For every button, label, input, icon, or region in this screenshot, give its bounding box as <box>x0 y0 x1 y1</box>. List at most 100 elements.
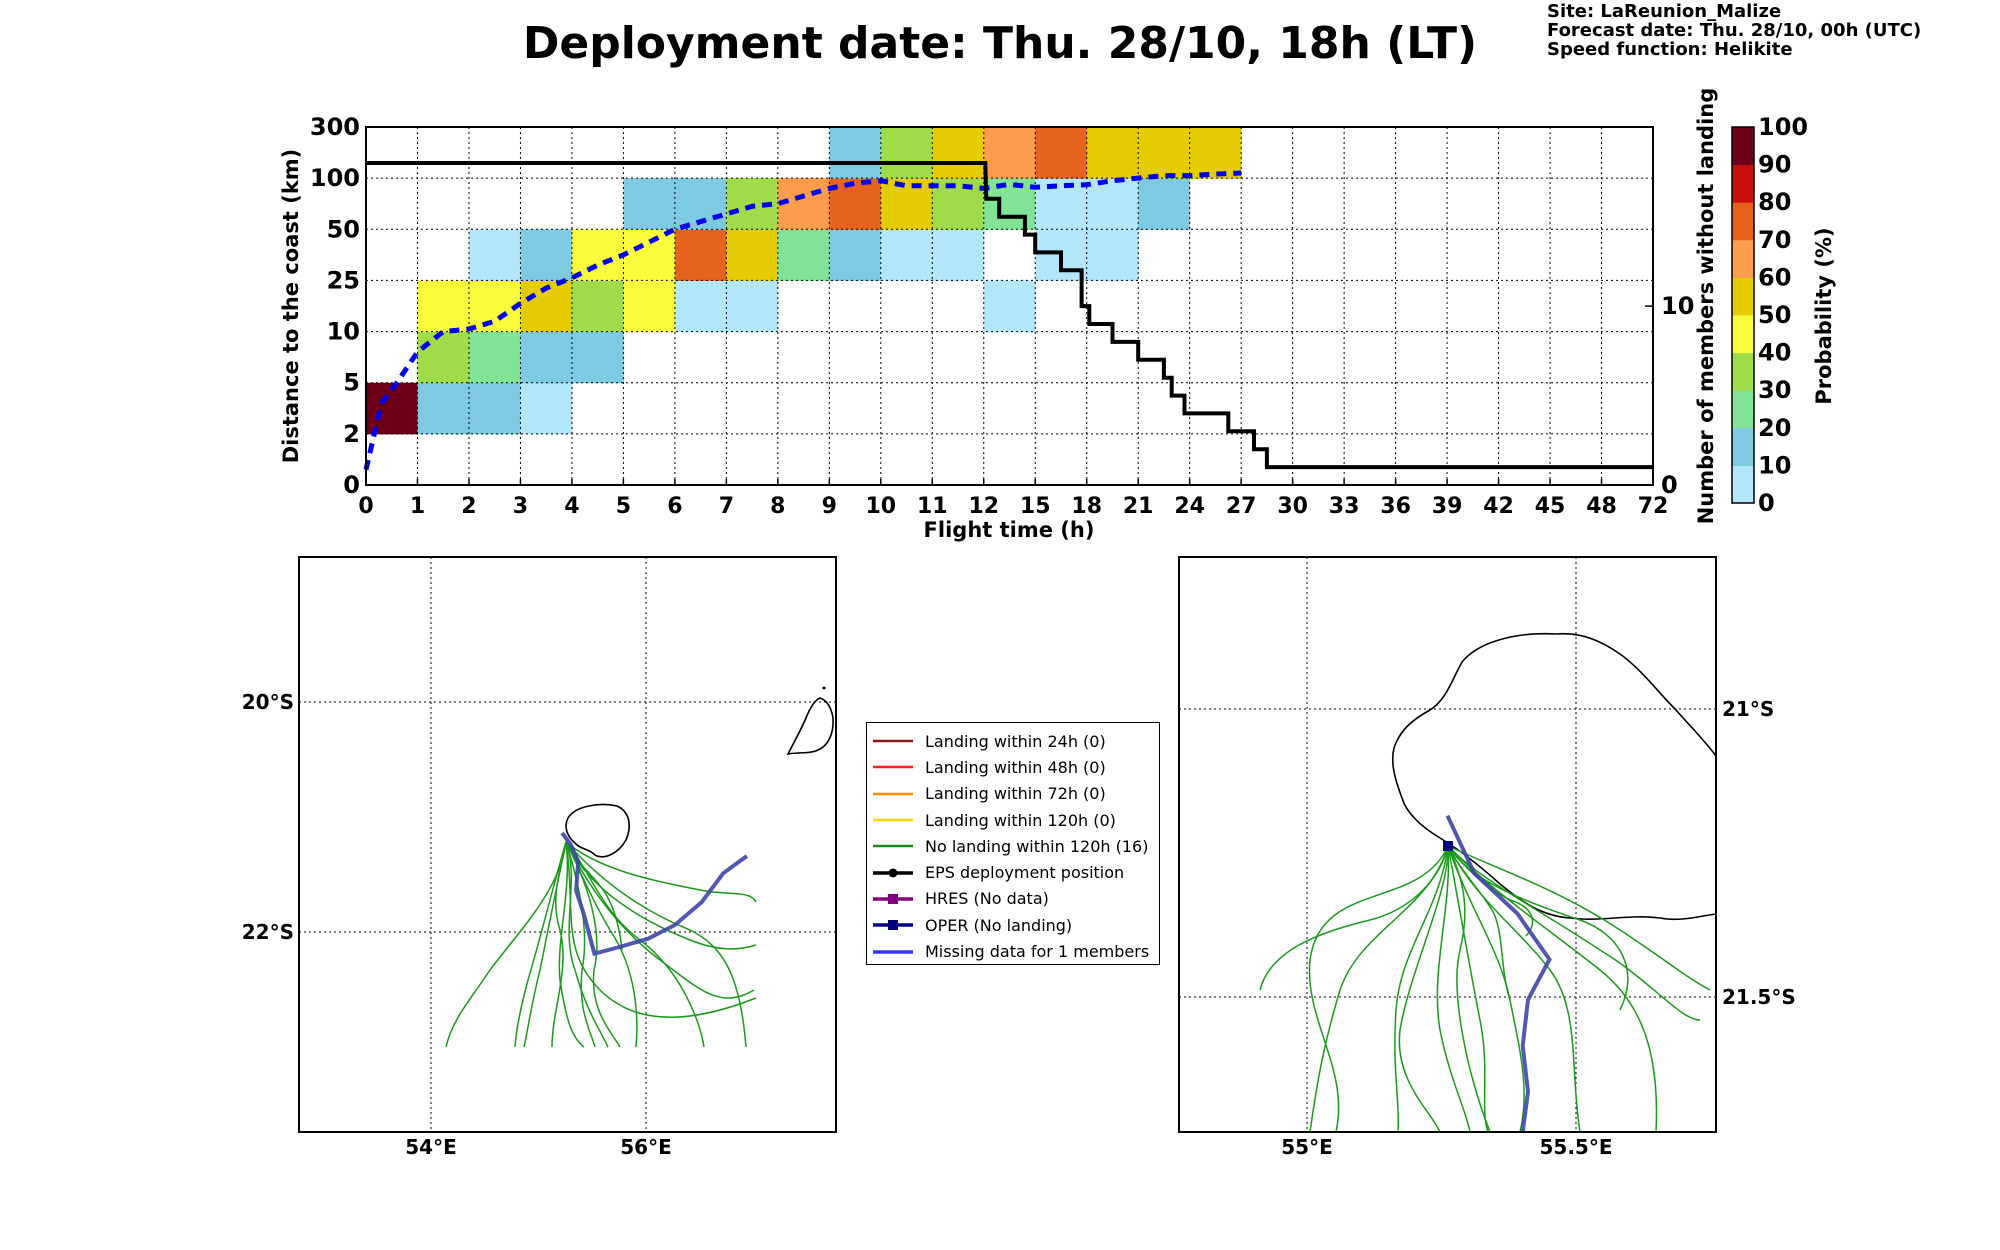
heatmap-cell <box>417 331 470 384</box>
heatmap-cell <box>366 382 418 435</box>
legend-label: Landing within 24h (0) <box>925 731 1106 751</box>
heatmap-cell <box>1138 178 1191 230</box>
ensemble-trajectory <box>514 841 567 1048</box>
ensemble-trajectory <box>1447 845 1511 1001</box>
heatmap-cell <box>1189 127 1242 179</box>
colorbar-tick-label: 60 <box>1758 263 1791 291</box>
heatmap-cell <box>674 280 727 333</box>
ensemble-trajectory <box>1447 845 1489 1132</box>
ensemble-trajectories <box>1259 845 1711 1132</box>
legend-swatch <box>873 766 913 769</box>
ensemble-trajectory <box>1447 845 1658 1132</box>
ensemble-trajectory <box>1447 845 1581 1132</box>
x-tick-label: 48 <box>1586 494 1617 519</box>
regional-trajectory-map: 54°E 56°E 20°S 22°S <box>242 556 837 1159</box>
legend-item: EPS deployment position <box>867 859 1159 885</box>
x-tick-label: 6 <box>667 494 682 519</box>
heatmap-cell <box>983 280 1036 333</box>
colorbar-segment <box>1732 352 1754 391</box>
lon-tick-label: 55.5°E <box>1539 1135 1612 1159</box>
y-tick-label: 2 <box>343 420 360 448</box>
colorbar-segment <box>1732 127 1754 166</box>
ensemble-trajectory <box>1394 845 1449 1132</box>
colorbar-tick-label: 80 <box>1758 188 1791 216</box>
heatmap-cell <box>1086 178 1139 230</box>
colorbar-segment <box>1732 239 1754 278</box>
forecast-date-label: Forecast date: Thu. 28/10, 00h (UTC) <box>1547 20 1922 41</box>
heatmap-cell <box>777 178 830 230</box>
local-trajectory-map: 55°E 55.5°E 21°S 21.5°S <box>1178 556 1796 1159</box>
colorbar-tick-label: 0 <box>1758 489 1775 517</box>
heatmap-cell <box>1086 229 1139 281</box>
trajectory-legend: Landing within 24h (0) Landing within 48h… <box>866 722 1160 965</box>
x-tick-label: 42 <box>1483 494 1514 519</box>
x-tick-label: 24 <box>1174 494 1205 519</box>
legend-label: Missing data for 1 members <box>925 942 1150 962</box>
colorbar-segment <box>1732 164 1754 203</box>
heatmap-cell <box>468 331 521 384</box>
x-tick-label: 7 <box>719 494 734 519</box>
y-tick-label: 0 <box>343 471 360 499</box>
y-tick-label: 100 <box>310 164 360 192</box>
heatmap-cell <box>777 229 830 281</box>
legend-swatch <box>873 818 913 822</box>
y2-axis-label: Number of members without landing <box>1694 88 1718 525</box>
heatmap-cell <box>520 382 573 435</box>
heatmap-cell <box>623 229 676 281</box>
ensemble-trajectory <box>1447 845 1491 1132</box>
y-tick-label: 300 <box>310 113 360 141</box>
map-gridlines <box>1179 557 1716 1132</box>
y-axis-label: Distance to the coast (km) <box>279 149 303 464</box>
legend-item: HRES (No data) <box>867 886 1159 912</box>
colorbar-segment <box>1732 315 1754 354</box>
members-without-landing-line <box>366 161 1653 470</box>
ensemble-trajectory <box>1309 845 1449 1132</box>
colorbar-tick-label: 90 <box>1758 151 1791 179</box>
heatmap-cell <box>520 331 573 384</box>
colorbar-frame <box>1731 126 1755 504</box>
colorbar-segment <box>1732 202 1754 241</box>
site-label: Site: LaReunion_Malize <box>1547 1 1782 22</box>
x-tick-label: 5 <box>616 494 631 519</box>
colorbar-tick-label: 40 <box>1758 339 1791 367</box>
ensemble-trajectory <box>1398 845 1449 1132</box>
legend-swatch <box>873 845 913 848</box>
lon-tick-label: 54°E <box>405 1135 457 1159</box>
ensemble-trajectories <box>445 841 757 1048</box>
x-tick-label: 4 <box>564 494 579 519</box>
y-tick-label: 5 <box>343 369 360 397</box>
ensemble-trajectory <box>565 841 747 1048</box>
heatmap-cell <box>932 229 985 281</box>
colorbar-tick-label: 70 <box>1758 226 1791 254</box>
legend-swatch <box>873 792 913 795</box>
heatmap-cell <box>571 280 624 333</box>
heatmap-cell <box>829 178 882 230</box>
heatmap-cell <box>417 382 470 435</box>
legend-swatch <box>873 739 913 743</box>
x-tick-label: 15 <box>1020 494 1051 519</box>
colorbar-tick-label: 10 <box>1758 451 1791 479</box>
x-tick-label: 33 <box>1329 494 1360 519</box>
heatmap-cell <box>468 229 521 281</box>
heatmap-cell <box>880 229 933 281</box>
legend-item: Missing data for 1 members <box>867 938 1159 964</box>
reunion-coastline <box>1391 632 1716 921</box>
colorbar-segment <box>1732 277 1754 316</box>
heatmap-cell <box>674 229 727 281</box>
legend-label: Landing within 48h (0) <box>925 757 1106 777</box>
x-tick-label: 72 <box>1638 494 1669 519</box>
x-tick-label: 21 <box>1123 494 1154 519</box>
y2-tick-labels: 0 10 <box>1645 292 1694 499</box>
y2-tick-label: 0 <box>1661 471 1678 499</box>
legend-swatch <box>873 868 913 878</box>
legend-label: EPS deployment position <box>925 863 1125 883</box>
heatmap-cell <box>932 127 985 179</box>
page-title: Deployment date: Thu. 28/10, 18h (LT) <box>522 18 1478 69</box>
map-frame <box>298 556 837 1133</box>
ensemble-trajectory <box>1447 845 1525 1132</box>
legend-item: Landing within 24h (0) <box>867 728 1159 754</box>
reunion-coastline <box>565 803 631 858</box>
heatmap-cell <box>829 127 882 179</box>
x-tick-label: 2 <box>461 494 476 519</box>
lat-tick-label: 21.5°S <box>1722 985 1796 1009</box>
